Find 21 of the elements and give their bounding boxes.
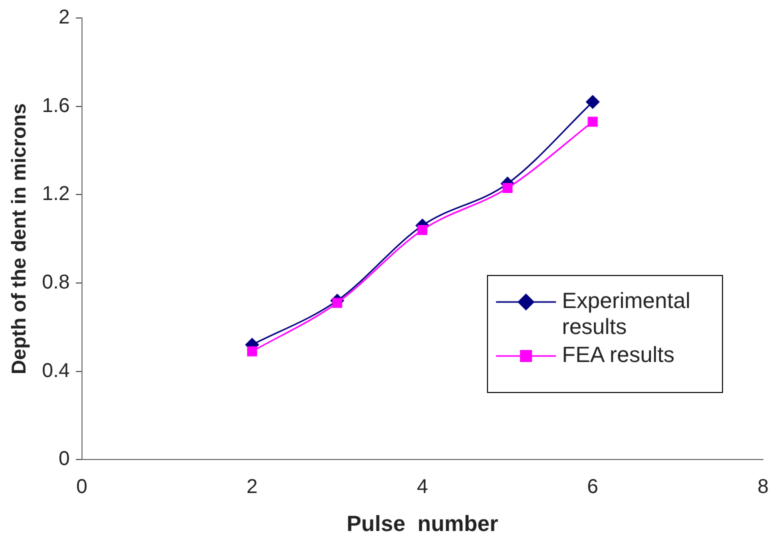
point (332, 298, 342, 308)
point (586, 95, 600, 109)
y-tick-label: 0.4 (42, 360, 70, 382)
x-axis-title: Pulse number (346, 510, 499, 536)
x-tick-label: 0 (76, 476, 88, 498)
y-tick-label: 0 (58, 448, 70, 470)
point (247, 346, 258, 356)
x-tick-label: 4 (416, 476, 428, 498)
legend-label: FEA results (562, 342, 674, 368)
y-tick-label: 1.6 (42, 94, 70, 117)
x-tick-label: 8 (757, 476, 769, 498)
x-tick-label: 6 (587, 476, 598, 498)
point (417, 224, 428, 235)
x-tick-label: 2 (246, 476, 258, 498)
y-tick-label: 1.2 (42, 183, 70, 206)
y-tick-label: 2 (58, 6, 70, 29)
y-tick-label: 0.8 (42, 271, 70, 294)
point (588, 116, 598, 127)
point (502, 183, 513, 194)
y-axis-title: Depth of the dent in microns (8, 103, 31, 374)
legend-label: Experimental results (562, 288, 692, 340)
